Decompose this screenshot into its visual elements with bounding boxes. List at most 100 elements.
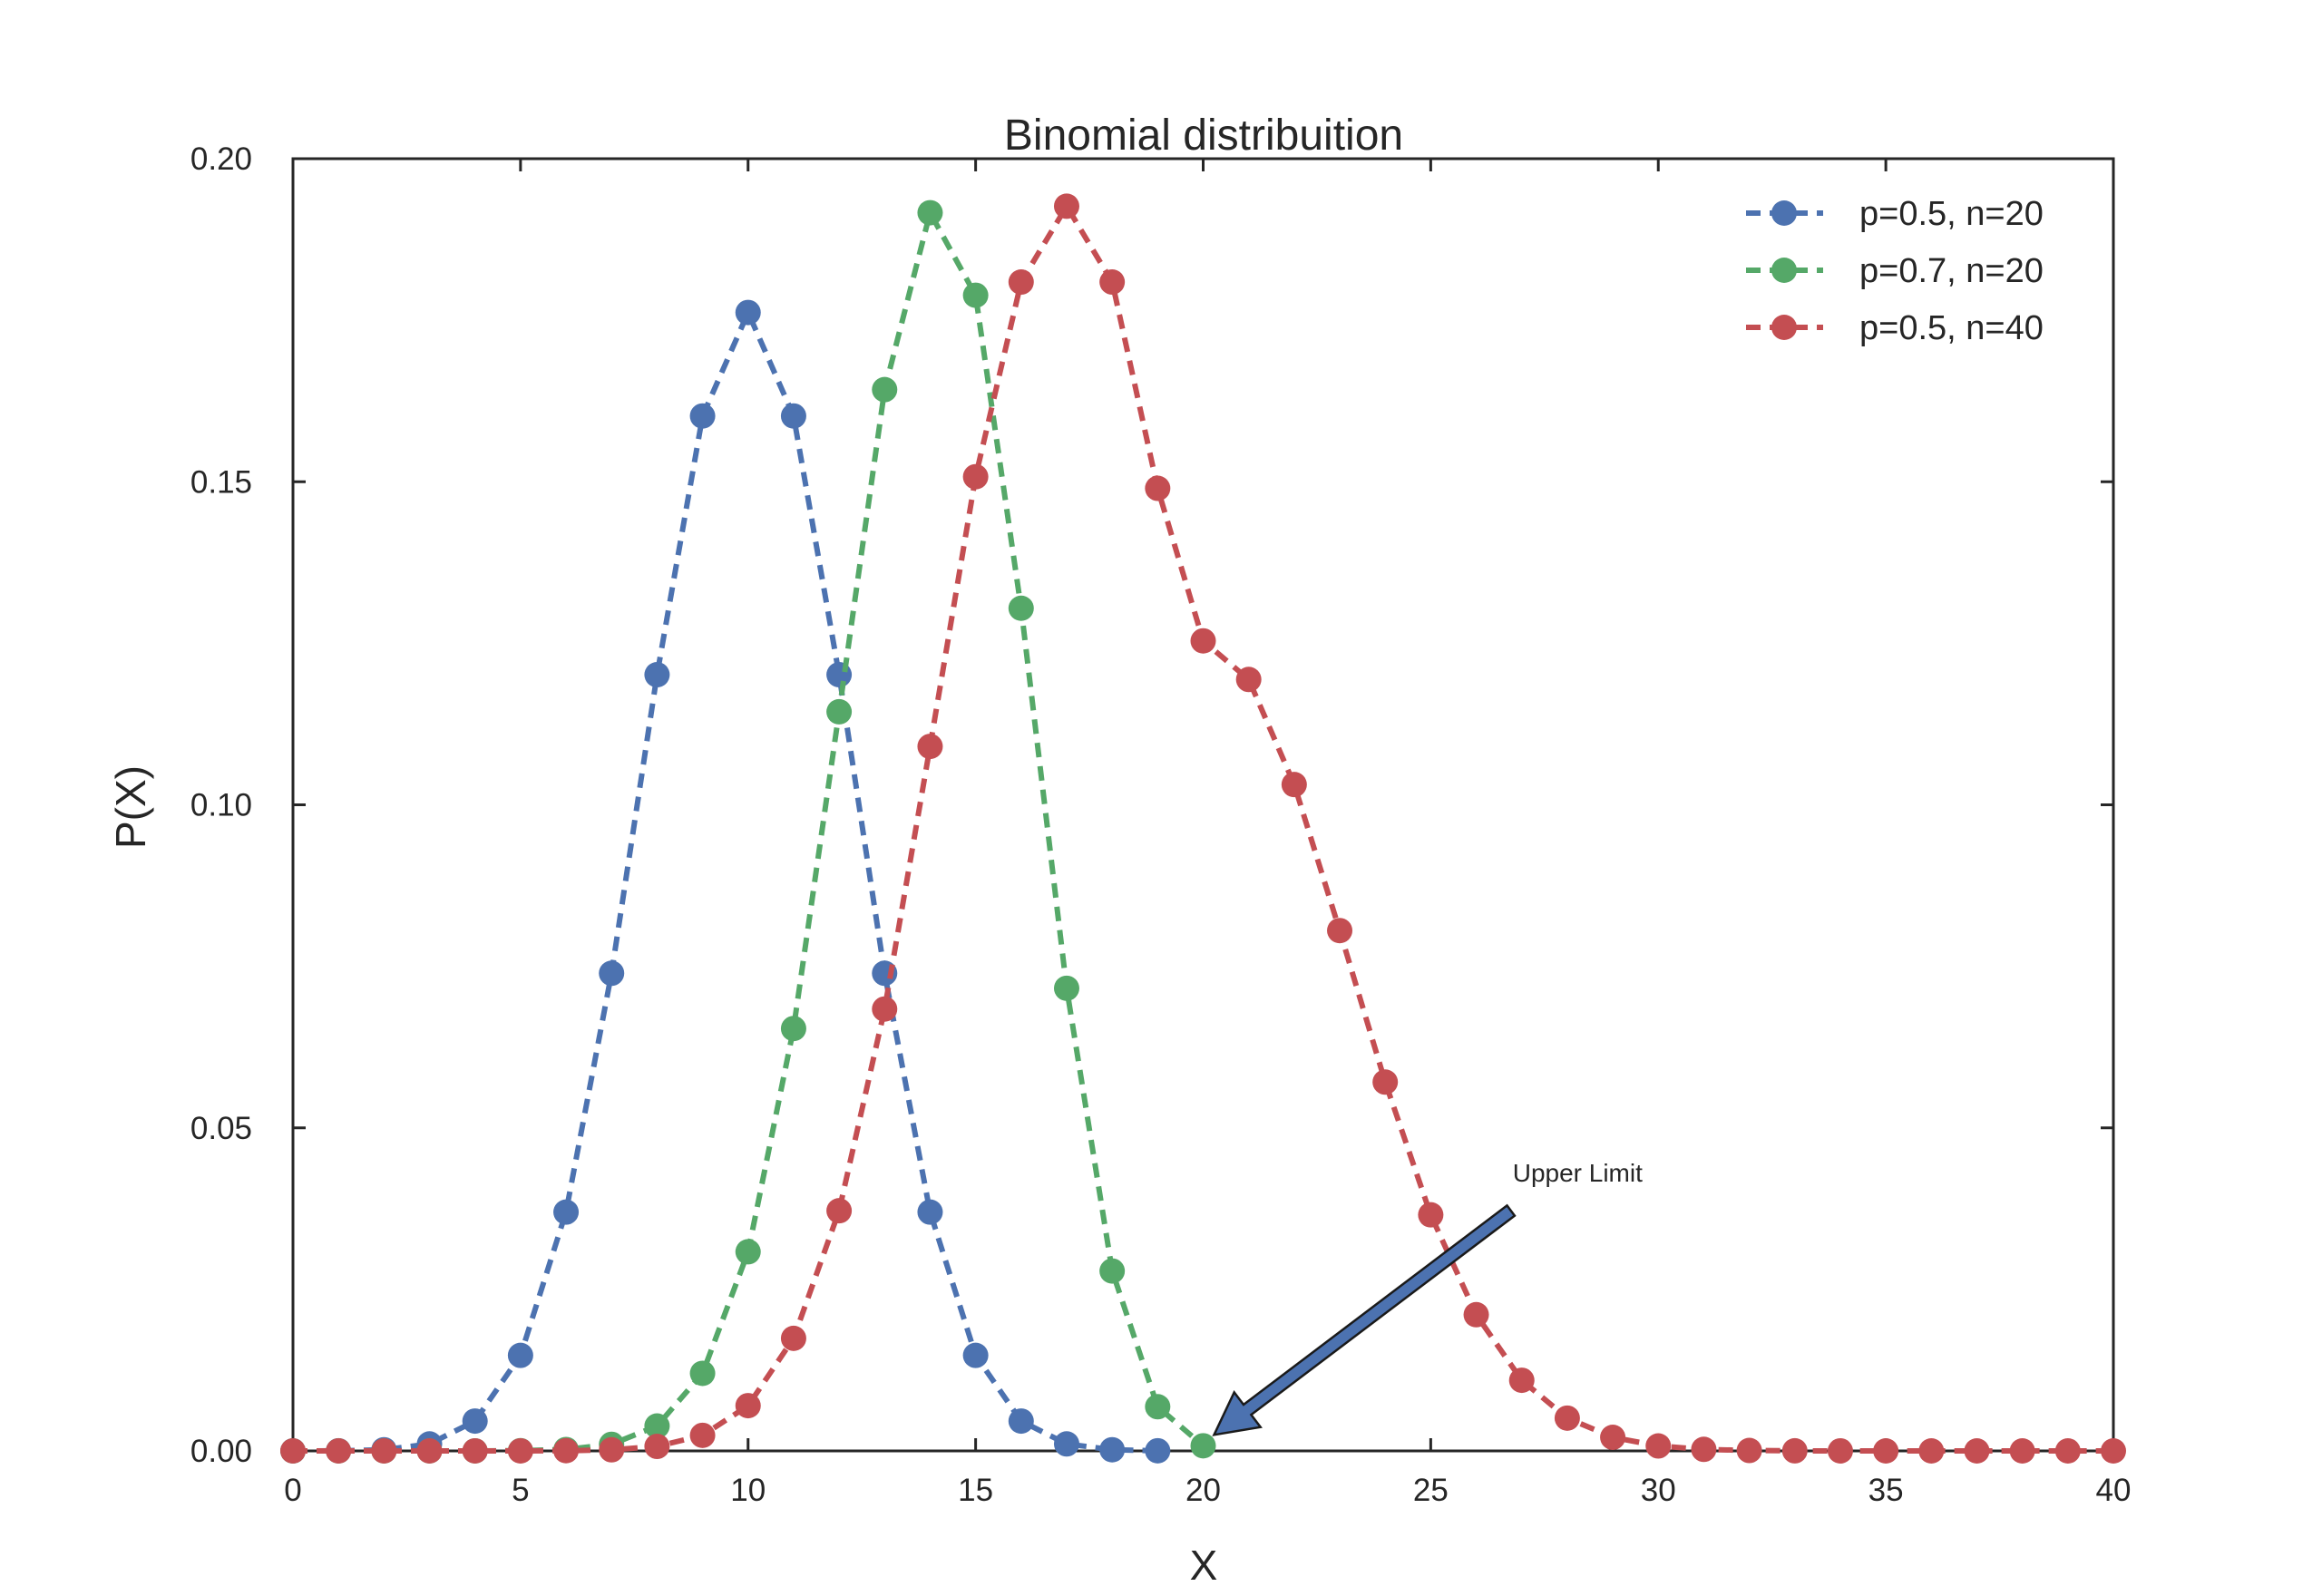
data-point — [1281, 772, 1307, 798]
data-point — [962, 463, 989, 490]
data-point — [1372, 1069, 1399, 1095]
data-point — [2009, 1438, 2035, 1464]
y-tick-label: 0.10 — [190, 788, 252, 823]
legend-marker — [1771, 200, 1797, 226]
data-point — [872, 376, 898, 403]
data-point — [1781, 1437, 1808, 1464]
data-point — [462, 1437, 488, 1464]
data-point — [1053, 193, 1079, 219]
annotation-label: Upper Limit — [1513, 1159, 1643, 1187]
data-point — [1554, 1405, 1580, 1431]
legend-item: p=0.5, n=20 — [1746, 195, 2044, 233]
data-point — [917, 1199, 943, 1225]
x-tick-label: 0 — [284, 1473, 301, 1508]
data-point — [553, 1199, 580, 1225]
data-point — [2101, 1438, 2126, 1464]
data-series — [280, 193, 2126, 1464]
data-point — [917, 200, 943, 226]
data-point — [507, 1342, 533, 1368]
data-point — [826, 698, 853, 725]
x-tick-label: 40 — [2096, 1473, 2132, 1508]
x-tick-label: 20 — [1185, 1473, 1221, 1508]
data-point — [1827, 1437, 1853, 1464]
data-point — [1145, 1437, 1171, 1464]
legend: p=0.5, n=20 p=0.7, n=20 p=0.5, n=40 — [1746, 195, 2044, 347]
y-tick-label: 0.15 — [190, 464, 252, 500]
data-point — [962, 1342, 989, 1368]
data-point — [735, 1393, 761, 1419]
data-point — [689, 1422, 716, 1448]
y-tick-label: 0.05 — [190, 1111, 252, 1146]
legend-item: p=0.5, n=40 — [1746, 309, 2044, 347]
data-point — [1691, 1436, 1717, 1463]
data-point — [1190, 1433, 1216, 1459]
data-point — [917, 734, 943, 760]
data-point — [735, 1239, 761, 1265]
data-point — [371, 1438, 397, 1464]
legend-marker — [1771, 315, 1797, 340]
data-point — [2054, 1438, 2081, 1464]
data-point — [1645, 1433, 1672, 1459]
x-tick-label: 25 — [1413, 1473, 1449, 1508]
axis-ticks: 0 5 10 15 20 25 30 35 40 0.00 0.05 0.10 0.15 0.20 — [190, 141, 2132, 1508]
data-point — [599, 1436, 625, 1463]
data-point — [1099, 1258, 1126, 1284]
data-point — [507, 1437, 533, 1464]
data-point — [962, 282, 989, 308]
data-point — [1008, 595, 1034, 621]
data-point — [1008, 1408, 1034, 1435]
x-axis-label: X — [1190, 1542, 1218, 1589]
data-point — [1600, 1425, 1626, 1451]
data-point — [780, 1325, 806, 1351]
annotation-layer: Upper Limit — [1212, 1159, 1643, 1436]
data-point — [462, 1408, 488, 1435]
data-point — [735, 299, 761, 326]
y-tick-label: 0.20 — [190, 141, 252, 177]
data-point — [326, 1438, 352, 1464]
data-point — [1918, 1438, 1945, 1464]
x-tick-label: 15 — [958, 1473, 993, 1508]
legend-marker — [1771, 258, 1797, 283]
data-point — [1964, 1438, 1990, 1464]
series-3 — [280, 193, 2126, 1464]
data-point — [553, 1437, 580, 1464]
x-tick-label: 10 — [730, 1473, 766, 1508]
data-point — [1327, 918, 1353, 944]
data-point — [280, 1438, 306, 1464]
data-point — [416, 1438, 443, 1464]
data-point — [644, 662, 670, 688]
data-point — [1053, 975, 1079, 1001]
data-point — [599, 960, 625, 987]
data-point — [1235, 667, 1262, 693]
data-point — [1099, 1436, 1126, 1463]
y-tick-label: 0.00 — [190, 1434, 252, 1469]
data-point — [780, 403, 806, 429]
data-point — [1053, 1431, 1079, 1457]
data-point — [689, 1360, 716, 1387]
data-point — [1099, 269, 1126, 296]
data-point — [1873, 1438, 1899, 1464]
data-point — [872, 996, 898, 1022]
data-point — [1463, 1301, 1489, 1328]
data-point — [1190, 628, 1216, 654]
data-point — [1008, 269, 1034, 296]
data-point — [826, 1198, 853, 1224]
x-tick-label: 35 — [1868, 1473, 1904, 1508]
data-point — [644, 1413, 670, 1439]
legend-label: p=0.7, n=20 — [1859, 252, 2044, 290]
data-point — [1418, 1202, 1444, 1228]
data-point — [1145, 475, 1171, 501]
data-point — [1736, 1437, 1762, 1464]
data-point — [1145, 1394, 1171, 1420]
legend-item: p=0.7, n=20 — [1746, 252, 2044, 290]
annotation-arrow — [1212, 1203, 1517, 1436]
data-point — [689, 403, 716, 429]
data-point — [644, 1434, 670, 1460]
chart-title: Binomial distribuition — [1004, 112, 1403, 160]
data-point — [1508, 1367, 1535, 1394]
y-axis-label: P(X) — [107, 765, 154, 849]
data-point — [780, 1016, 806, 1042]
legend-label: p=0.5, n=20 — [1859, 195, 2044, 233]
